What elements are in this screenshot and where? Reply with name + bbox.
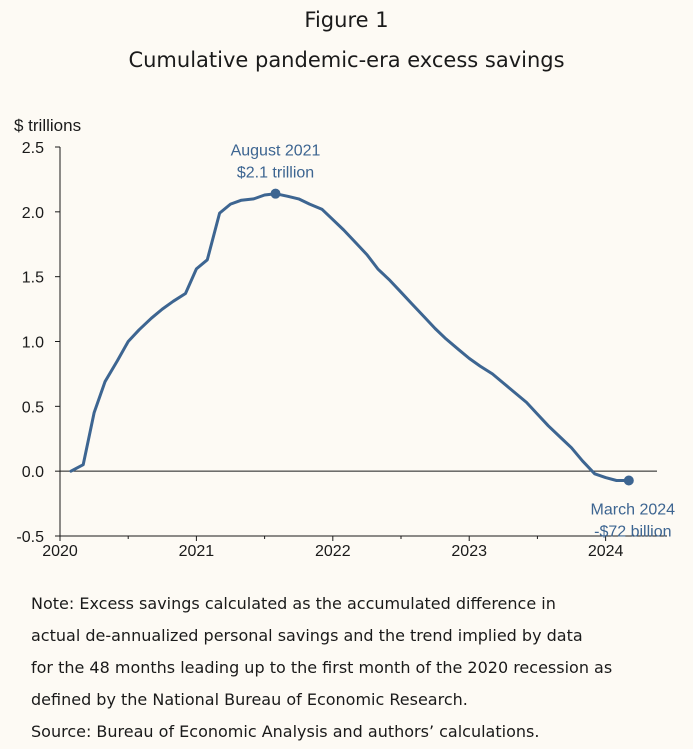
y-tick-label: -0.5	[16, 529, 44, 546]
x-tick-label: 2023	[451, 543, 487, 560]
x-tick-label: 2022	[315, 543, 351, 560]
x-tick-label: 2020	[42, 543, 78, 560]
y-tick-label: 2.5	[22, 140, 44, 157]
x-tick-label: 2021	[179, 543, 215, 560]
figure-title: Cumulative pandemic-era excess savings	[128, 48, 565, 72]
figure-label: Figure 1	[304, 8, 389, 32]
y-axis-label: $ trillions	[14, 116, 81, 135]
annotation-peak-date: August 2021	[231, 143, 321, 160]
annotation-marker	[270, 188, 281, 199]
annotation-end-date: March 2024	[591, 502, 676, 519]
y-tick-label: 0.0	[22, 464, 44, 481]
note-line-4: defined by the National Bureau of Econom…	[31, 690, 468, 709]
x-tick-label: 2024	[588, 543, 624, 560]
excess-savings-line	[69, 192, 631, 482]
y-tick-label: 1.5	[22, 270, 44, 287]
source-line: Source: Bureau of Economic Analysis and …	[31, 722, 540, 741]
note-line-2: actual de-annualized personal savings an…	[31, 626, 583, 645]
y-tick-label: 1.0	[22, 335, 44, 352]
y-tick-label: 0.5	[22, 399, 44, 416]
annotation-peak-value: $2.1 trillion	[237, 165, 314, 182]
y-tick-label: 2.0	[22, 205, 44, 222]
note-text: Note: Excess savings calculated as the a…	[31, 588, 681, 748]
annotation-end-value: -$72 billion	[594, 524, 671, 541]
note-line-3: for the 48 months leading up to the firs…	[31, 658, 613, 677]
note-line-1: Note: Excess savings calculated as the a…	[31, 594, 556, 613]
annotation-marker	[623, 475, 634, 486]
